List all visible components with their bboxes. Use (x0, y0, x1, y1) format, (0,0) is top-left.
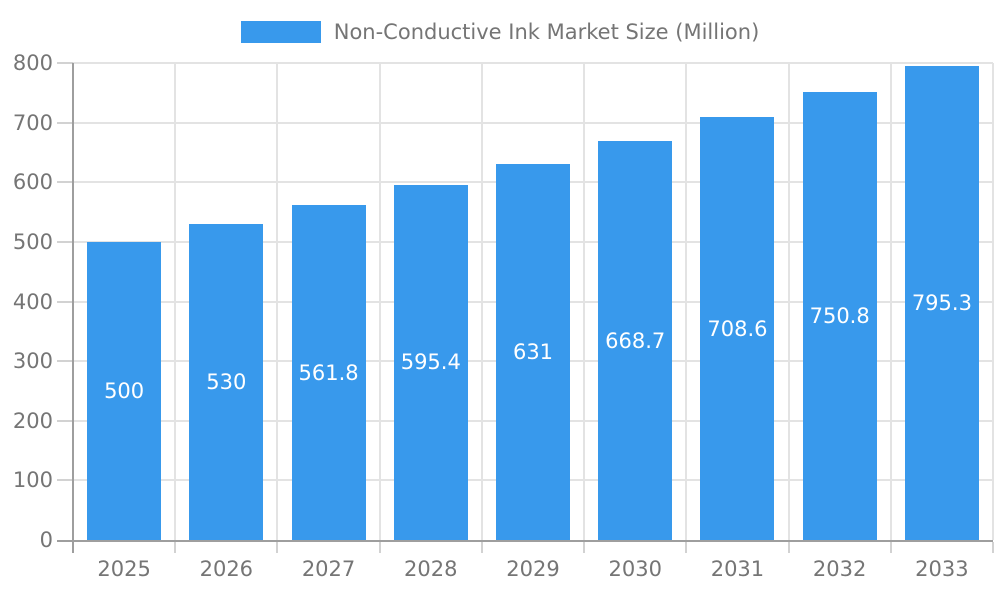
y-tick-mark (57, 62, 73, 64)
vertical-gridline (480, 63, 483, 540)
bar-value-label: 530 (206, 369, 247, 394)
x-axis-label: 2029 (506, 557, 560, 581)
vertical-gridline (378, 63, 381, 540)
vertical-gridline (685, 63, 688, 540)
bar-2027 (291, 205, 366, 540)
x-axis-label: 2026 (199, 557, 254, 581)
horizontal-gridline (73, 62, 993, 64)
bar-2030 (598, 141, 673, 540)
y-tick-mark (57, 419, 73, 422)
y-axis-tick-label: 400 (12, 289, 53, 314)
vertical-gridline (787, 63, 790, 540)
bar-2032 (802, 92, 877, 540)
vertical-gridline (889, 63, 892, 540)
y-tick-mark (57, 479, 73, 482)
bar-value-label: 708.6 (707, 316, 768, 341)
x-tick-mark (787, 542, 790, 553)
legend-label: Non-Conductive Ink Market Size (Million) (333, 20, 760, 44)
x-tick-mark (480, 542, 483, 553)
legend-swatch-icon (240, 21, 321, 43)
x-tick-mark (378, 542, 381, 553)
bar-value-label: 500 (104, 378, 145, 403)
vertical-gridline (174, 63, 177, 540)
x-axis-label: 2032 (812, 557, 867, 581)
y-axis-tick-label: 200 (12, 408, 53, 433)
bar-2029 (496, 163, 570, 540)
y-tick-mark (57, 300, 73, 303)
y-axis-tick-label: 600 (12, 170, 53, 195)
x-tick-mark (992, 542, 994, 553)
y-tick-mark (57, 240, 73, 243)
y-axis-tick-label: 800 (12, 51, 53, 75)
y-tick-mark (57, 121, 73, 124)
bar-2028 (393, 184, 468, 540)
y-axis-line (72, 63, 74, 553)
bar-2026 (189, 223, 264, 540)
bar-2025 (87, 241, 162, 540)
x-axis-label: 2031 (710, 557, 765, 581)
y-axis-tick-label: 0 (39, 528, 53, 552)
x-axis-label: 2028 (404, 557, 458, 581)
x-axis-label: 2033 (915, 557, 969, 581)
x-axis-label: 2030 (608, 557, 662, 581)
legend[interactable]: Non-Conductive Ink Market Size (Million) (0, 18, 1000, 46)
x-tick-mark (685, 542, 688, 553)
x-tick-mark (174, 542, 177, 553)
x-axis-label: 2025 (97, 557, 151, 581)
vertical-gridline (583, 63, 586, 540)
x-tick-mark (583, 542, 586, 553)
bar-value-label: 668.7 (605, 328, 666, 353)
bar-2031 (700, 117, 775, 540)
y-tick-mark (57, 360, 73, 363)
x-tick-mark (889, 542, 892, 553)
bar-value-label: 750.8 (809, 304, 870, 329)
vertical-gridline (992, 63, 994, 540)
x-tick-mark (276, 542, 279, 553)
y-axis-tick-label: 300 (12, 349, 53, 374)
x-axis-line (57, 540, 993, 542)
bar-value-label: 595.4 (400, 350, 461, 375)
horizontal-gridline (73, 121, 993, 124)
bar-value-label: 631 (512, 339, 554, 364)
vertical-gridline (276, 63, 279, 540)
y-tick-mark (57, 181, 73, 184)
bar-2033 (904, 65, 979, 540)
y-axis-tick-label: 500 (12, 229, 53, 254)
y-axis-tick-label: 700 (12, 110, 53, 135)
y-axis-tick-label: 100 (12, 468, 53, 493)
bar-value-label: 795.3 (911, 290, 972, 315)
bar-value-label: 561.8 (298, 360, 359, 385)
x-axis-label: 2027 (301, 557, 356, 581)
